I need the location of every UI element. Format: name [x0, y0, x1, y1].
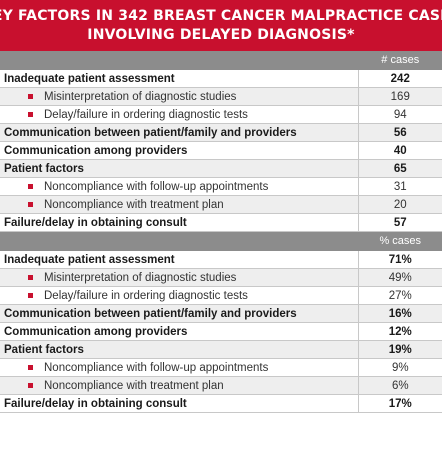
row-label: Patient factors	[4, 162, 84, 175]
row-label-cell: Failure/delay in obtaining consult	[0, 394, 358, 413]
table-body: # cases Inadequate patient assessment 242 M…	[0, 51, 442, 413]
row-label: Noncompliance with follow-up appointment…	[44, 180, 269, 193]
row-value: 9%	[357, 358, 442, 377]
row-label: Delay/failure in ordering diagnostic tes…	[44, 108, 248, 121]
title-line-1: KEY FACTORS IN 342 BREAST CANCER MALPRAC…	[0, 7, 442, 24]
row-label: Communication among providers	[4, 325, 188, 338]
row-label-cell: Inadequate patient assessment	[0, 69, 358, 88]
row-value: 27%	[357, 286, 442, 305]
row-label-cell: Communication between patient/family and…	[0, 123, 358, 142]
row-label-cell: Noncompliance with treatment plan	[0, 376, 358, 395]
row-label-cell: Failure/delay in obtaining consult	[0, 213, 358, 232]
square-bullet-icon	[28, 184, 33, 189]
row-label: Communication between patient/family and…	[4, 307, 297, 320]
table-row: Patient factors 65	[0, 159, 442, 178]
row-label: Communication among providers	[4, 144, 188, 157]
row-value: 20	[357, 195, 442, 214]
row-value: 12%	[357, 322, 442, 341]
section-header-label-cell	[0, 231, 358, 251]
table-row: Delay/failure in ordering diagnostic tes…	[0, 286, 442, 305]
row-label-cell: Delay/failure in ordering diagnostic tes…	[0, 286, 358, 305]
section-header-value: # cases	[357, 51, 442, 70]
row-label-cell: Patient factors	[0, 159, 358, 178]
row-label-cell: Noncompliance with follow-up appointment…	[0, 358, 358, 377]
row-label: Noncompliance with treatment plan	[44, 379, 224, 392]
row-label-cell: Noncompliance with treatment plan	[0, 195, 358, 214]
row-label: Noncompliance with follow-up appointment…	[44, 361, 269, 374]
row-value: 71%	[357, 250, 442, 269]
row-label-cell: Patient factors	[0, 340, 358, 359]
table-row: Noncompliance with follow-up appointment…	[0, 177, 442, 196]
row-label-cell: Noncompliance with follow-up appointment…	[0, 177, 358, 196]
row-label-cell: Communication between patient/family and…	[0, 304, 358, 323]
table-row: Communication among providers 40	[0, 141, 442, 160]
row-label: Delay/failure in ordering diagnostic tes…	[44, 289, 248, 302]
row-value: 57	[357, 213, 442, 232]
row-label: Inadequate patient assessment	[4, 72, 175, 85]
table-row: Noncompliance with treatment plan 20	[0, 195, 442, 214]
row-value: 6%	[357, 376, 442, 395]
table-title: KEY FACTORS IN 342 BREAST CANCER MALPRAC…	[0, 0, 442, 51]
table-row: Delay/failure in ordering diagnostic tes…	[0, 105, 442, 124]
square-bullet-icon	[28, 112, 33, 117]
table-row: Communication between patient/family and…	[0, 123, 442, 142]
table-row: Noncompliance with follow-up appointment…	[0, 358, 442, 377]
square-bullet-icon	[28, 202, 33, 207]
row-value: 56	[357, 123, 442, 142]
row-label-cell: Misinterpretation of diagnostic studies	[0, 87, 358, 106]
table-row: Communication among providers 12%	[0, 322, 442, 341]
row-label: Patient factors	[4, 343, 84, 356]
title-line-2: INVOLVING DELAYED DIAGNOSIS*	[87, 26, 355, 43]
row-value: 16%	[357, 304, 442, 323]
square-bullet-icon	[28, 365, 33, 370]
row-label: Inadequate patient assessment	[4, 253, 175, 266]
table-row: Communication between patient/family and…	[0, 304, 442, 323]
row-value: 65	[357, 159, 442, 178]
row-value: 49%	[357, 268, 442, 287]
table-row: Failure/delay in obtaining consult 17%	[0, 394, 442, 413]
row-label: Noncompliance with treatment plan	[44, 198, 224, 211]
section-header-label-cell	[0, 51, 358, 70]
row-label-cell: Inadequate patient assessment	[0, 250, 358, 269]
row-label: Failure/delay in obtaining consult	[4, 216, 187, 229]
table-row: Noncompliance with treatment plan 6%	[0, 376, 442, 395]
section-header-row: % cases	[0, 231, 442, 251]
table-row: Misinterpretation of diagnostic studies 4…	[0, 268, 442, 287]
square-bullet-icon	[28, 293, 33, 298]
row-label-cell: Misinterpretation of diagnostic studies	[0, 268, 358, 287]
malpractice-factors-table: # cases Inadequate patient assessment 242 M…	[0, 51, 442, 413]
row-value: 19%	[357, 340, 442, 359]
row-value: 169	[357, 87, 442, 106]
row-label: Misinterpretation of diagnostic studies	[44, 90, 237, 103]
table-row: Failure/delay in obtaining consult 57	[0, 213, 442, 232]
row-label: Failure/delay in obtaining consult	[4, 397, 187, 410]
row-label-cell: Communication among providers	[0, 322, 358, 341]
square-bullet-icon	[28, 275, 33, 280]
row-label-cell: Communication among providers	[0, 141, 358, 160]
table-row: Inadequate patient assessment 242	[0, 69, 442, 88]
row-label: Communication between patient/family and…	[4, 126, 297, 139]
section-header-value: % cases	[357, 231, 442, 251]
row-value: 242	[357, 69, 442, 88]
section-header-row: # cases	[0, 51, 442, 70]
table-row: Inadequate patient assessment 71%	[0, 250, 442, 269]
table-row: Misinterpretation of diagnostic studies 1…	[0, 87, 442, 106]
row-value: 40	[357, 141, 442, 160]
row-label: Misinterpretation of diagnostic studies	[44, 271, 237, 284]
row-value: 94	[357, 105, 442, 124]
square-bullet-icon	[28, 94, 33, 99]
table-row: Patient factors 19%	[0, 340, 442, 359]
row-value: 31	[357, 177, 442, 196]
row-label-cell: Delay/failure in ordering diagnostic tes…	[0, 105, 358, 124]
square-bullet-icon	[28, 383, 33, 388]
row-value: 17%	[357, 394, 442, 413]
